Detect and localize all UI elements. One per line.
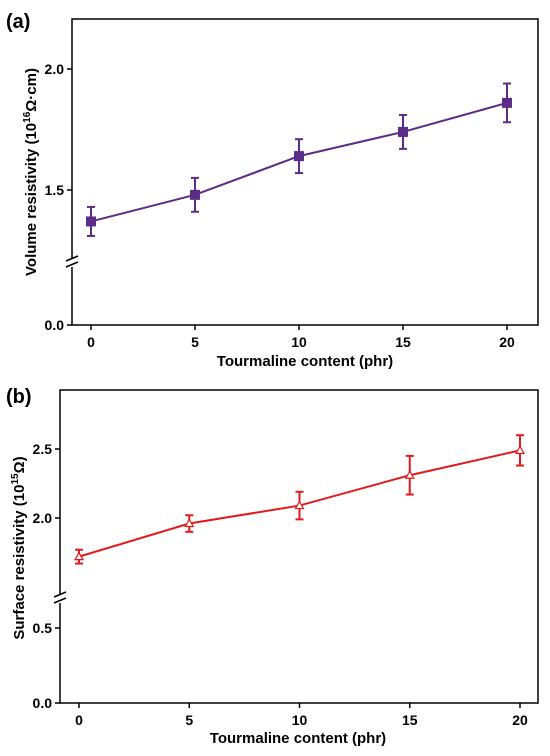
panel-b-series [73,434,526,565]
panel-a-label: (a) [6,11,30,33]
data-point [294,500,305,510]
x-tick-label: 15 [395,334,411,350]
data-point [184,518,195,528]
panel-b-y-axis-title-sup: 15 [10,473,21,485]
data-point [514,445,526,454]
data-point [502,97,512,108]
y-tick-label: 1.5 [45,182,65,198]
data-point [398,126,408,137]
data-point [190,189,200,200]
panel-a-series [86,82,512,237]
x-tick-label: 5 [191,334,199,350]
axis-break-slash [65,261,79,268]
panel-a-y-ticks: 0.0 1.5 2.0 [45,61,72,333]
x-tick-label: 0 [87,334,95,350]
axis-break-slash [65,255,79,262]
panel-a-y-axis-title: Volume resistivity (1016Ω·cm) [22,68,40,276]
x-tick-label: 20 [499,334,515,350]
panel-a-x-ticks: 0 5 10 15 20 [87,325,515,350]
panel-a-y-axis-title-unit: Ω·cm) [23,68,40,112]
panel-b-y-axis-title: Surface resistivity (1015Ω) [10,456,28,639]
data-point [294,151,304,162]
panel-a-y-axis-title-sup: 16 [22,111,33,123]
axis-break-gap [69,259,75,267]
panel-b-y-axis-title-main: Surface resistivity (10 [11,485,28,640]
panel-a-x-axis-title: Tourmaline content (phr) [217,353,393,370]
x-tick-label: 15 [402,712,418,728]
panel-b-y-axis-title-unit: Ω) [11,456,28,473]
x-tick-label: 10 [291,334,307,350]
y-tick-label: 0.0 [33,695,53,711]
axis-break-slash [53,597,67,604]
panel-b-label: (b) [6,386,32,408]
panel-a-axis-break [65,255,79,268]
panel-b-x-ticks: 0 5 10 15 20 [75,703,528,728]
data-point [404,470,415,479]
panel-b-y-ticks: 0.0 0.5 2.0 2.5 [33,441,60,711]
x-tick-label: 0 [75,712,83,728]
x-tick-label: 10 [292,712,308,728]
panel-b-x-axis-title: Tourmaline content (phr) [210,730,386,747]
x-tick-label: 5 [185,712,193,728]
data-point [73,551,85,561]
y-tick-label: 2.0 [33,510,53,526]
axis-break-gap [57,595,63,603]
axis-break-slash [53,591,67,598]
y-tick-label: 0.5 [33,620,53,636]
panel-a-frame [71,18,539,326]
data-point [86,216,96,227]
panel-b: (b) 0 5 10 15 20 0.0 0.5 2.0 2.5 Tourmaline con… [6,386,539,747]
y-tick-label: 0.0 [45,317,65,333]
x-tick-label: 20 [512,712,528,728]
y-tick-label: 2.5 [33,441,53,457]
panel-b-frame [59,389,539,704]
panel-b-axis-break [53,591,67,604]
panel-a: (a) 0 5 10 15 20 0.0 1.5 2.0 Tourmaline conten… [6,11,539,370]
panel-a-y-axis-title-main: Volume resistivity (10 [23,123,40,276]
y-tick-label: 2.0 [45,61,65,77]
